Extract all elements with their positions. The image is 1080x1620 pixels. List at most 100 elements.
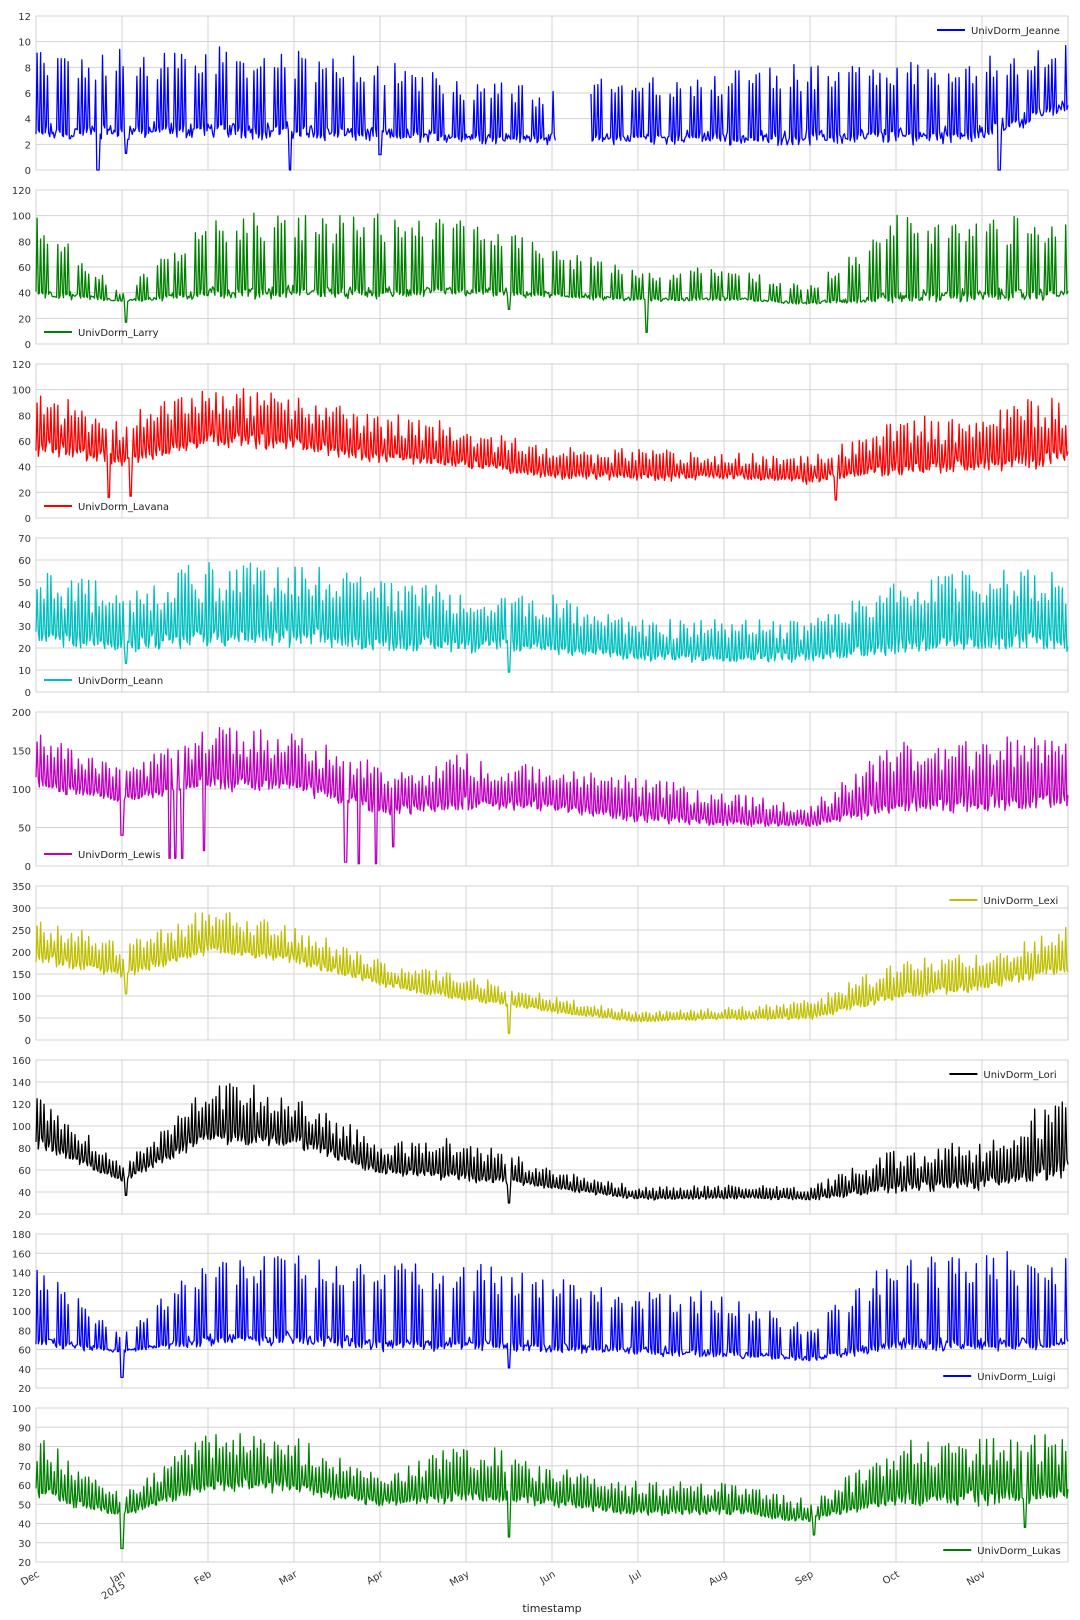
y-tick-label: 100 [12,386,31,397]
x-axis-label: timestamp [522,1602,581,1615]
y-tick-label: 100 [12,992,31,1003]
y-tick-label: 120 [12,1100,31,1111]
y-tick-label: 90 [18,1423,31,1434]
x-tick-label: Feb [193,1569,214,1587]
y-tick-label: 250 [12,926,31,937]
series-line [35,1250,1069,1379]
series-line [35,212,1069,334]
series-line [35,727,1069,865]
subplot-univdorm-lewis: 0 50 100 150 200 UnivDorm_Lewis [12,708,1069,873]
x-tick-label: May [448,1569,471,1589]
x-tick-label: Jul [627,1569,644,1585]
subplot-univdorm-luigi: 20 40 60 80 100 120 140 160 180 UnivDorm_Luigi [12,1230,1069,1395]
y-tick-label: 10 [18,38,31,49]
y-tick-label: 60 [18,1166,31,1177]
y-tick-label: 80 [18,411,31,422]
y-tick-label: 60 [18,556,31,567]
legend-label: UnivDorm_Leann [78,676,163,687]
x-tick-label: Sep [794,1569,816,1588]
legend-label: UnivDorm_Lexi [983,896,1058,907]
y-tick-label: 20 [18,1384,31,1395]
y-tick-label: 200 [12,708,31,719]
subplot-univdorm-lavana: 0 20 40 60 80 100 120 UnivDorm_Lavana [12,360,1069,525]
y-tick-label: 40 [18,600,31,611]
y-tick-label: 80 [18,1144,31,1155]
series-line [35,388,1069,501]
y-tick-label: 150 [12,970,31,981]
series-line [35,45,1069,171]
y-tick-label: 20 [18,1210,31,1221]
x-tick-label: Jun [538,1569,558,1587]
y-tick-label: 160 [12,1056,31,1067]
y-tick-label: 2 [25,140,31,151]
y-tick-label: 60 [18,437,31,448]
y-tick-label: 20 [18,644,31,655]
legend-label: UnivDorm_Larry [78,328,159,339]
legend-label: UnivDorm_Lewis [78,850,161,861]
y-tick-label: 100 [12,1307,31,1318]
y-tick-label: 20 [18,314,31,325]
y-tick-label: 0 [25,1036,31,1047]
y-tick-label: 8 [25,63,31,74]
legend: UnivDorm_Lukas [943,1546,1061,1557]
y-tick-label: 12 [18,12,31,23]
y-tick-label: 120 [12,186,31,197]
subplot-univdorm-lexi: 0 50 100 150 200 250 300 350 UnivDorm_Lexi [12,882,1069,1047]
y-tick-label: 100 [12,212,31,223]
y-tick-label: 20 [18,488,31,499]
legend-label: UnivDorm_Luigi [977,1372,1055,1383]
y-tick-label: 30 [18,1539,31,1550]
series-line [35,1083,1069,1204]
legend: UnivDorm_Lori [949,1070,1057,1081]
y-tick-label: 160 [12,1249,31,1260]
legend-label: UnivDorm_Lavana [78,502,169,513]
y-tick-label: 60 [18,1346,31,1357]
y-tick-label: 300 [12,904,31,915]
y-tick-label: 20 [18,1558,31,1569]
y-tick-label: 0 [25,862,31,873]
y-tick-label: 10 [18,666,31,677]
y-tick-label: 60 [18,1481,31,1492]
legend: UnivDorm_Jeanne [937,26,1060,37]
y-tick-label: 50 [18,824,31,835]
y-tick-label: 0 [25,514,31,525]
x-tick-label: Oct [881,1569,902,1587]
y-tick-label: 80 [18,237,31,248]
y-tick-label: 60 [18,263,31,274]
x-tick-label: Apr [365,1569,386,1588]
y-tick-label: 200 [12,948,31,959]
y-tick-label: 4 [25,115,31,126]
y-tick-label: 50 [18,1014,31,1025]
y-tick-label: 0 [25,688,31,699]
legend-label: UnivDorm_Jeanne [971,26,1060,37]
legend: UnivDorm_Lexi [949,896,1058,907]
y-tick-label: 140 [12,1269,31,1280]
subplot-univdorm-lori: 20 40 60 80 100 120 140 160 UnivDorm_Lori [12,1056,1069,1221]
subplot-univdorm-jeanne: 0 2 4 6 8 10 12 UnivDorm_Jeanne [18,12,1069,177]
x-tick-label: Aug [707,1569,729,1588]
y-tick-label: 30 [18,622,31,633]
x-tick-label: Nov [965,1569,987,1588]
y-tick-label: 180 [12,1230,31,1241]
y-tick-label: 100 [12,785,31,796]
y-tick-label: 100 [12,1404,31,1415]
subplot-univdorm-larry: 0 20 40 60 80 100 120 UnivDorm_Larry [12,186,1069,351]
y-tick-label: 140 [12,1078,31,1089]
y-tick-label: 40 [18,289,31,300]
legend-label: UnivDorm_Lukas [977,1546,1061,1557]
series-line [35,912,1069,1035]
legend: UnivDorm_Larry [44,328,159,339]
y-tick-label: 120 [12,360,31,371]
series-line [35,1433,1069,1550]
y-tick-label: 40 [18,1188,31,1199]
subplot-univdorm-leann: 0 10 20 30 40 50 60 70 UnivDorm_Leann [18,534,1069,699]
y-tick-label: 120 [12,1288,31,1299]
x-tick-label: Mar [278,1569,301,1588]
y-tick-label: 50 [18,578,31,589]
subplot-univdorm-lukas: 20 30 40 50 60 70 80 90 100 UnivDorm_Lukas [12,1404,1069,1569]
y-tick-label: 80 [18,1326,31,1337]
y-tick-label: 350 [12,882,31,893]
y-tick-label: 80 [18,1443,31,1454]
y-tick-label: 40 [18,1520,31,1531]
y-tick-label: 6 [25,89,31,100]
